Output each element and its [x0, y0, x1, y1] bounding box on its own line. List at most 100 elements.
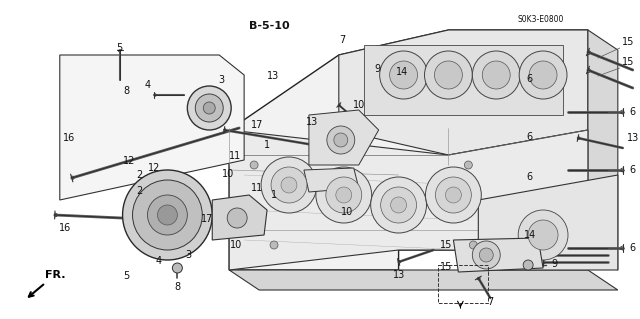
Text: 13: 13 [392, 270, 404, 280]
Circle shape [381, 187, 417, 223]
Circle shape [426, 167, 481, 223]
Text: 13: 13 [307, 117, 319, 127]
Text: 13: 13 [627, 133, 639, 143]
Circle shape [529, 61, 557, 89]
Circle shape [336, 187, 352, 203]
Polygon shape [229, 130, 588, 270]
Polygon shape [304, 168, 359, 192]
Text: 15: 15 [440, 262, 452, 272]
Circle shape [334, 133, 348, 147]
Text: 6: 6 [526, 74, 532, 84]
Circle shape [270, 241, 278, 249]
Text: 4: 4 [155, 256, 161, 266]
Text: 6: 6 [526, 172, 532, 182]
Circle shape [172, 263, 182, 273]
Text: 1: 1 [271, 190, 277, 200]
Text: 11: 11 [251, 183, 263, 193]
Circle shape [528, 220, 558, 250]
Circle shape [472, 241, 500, 269]
Text: 15: 15 [621, 37, 634, 47]
Text: 11: 11 [228, 151, 241, 161]
Circle shape [327, 126, 355, 154]
Circle shape [132, 180, 202, 250]
Text: 3: 3 [186, 249, 192, 260]
Text: 12: 12 [148, 163, 161, 173]
Text: 5: 5 [116, 43, 123, 53]
Circle shape [390, 197, 406, 213]
Circle shape [518, 210, 568, 260]
Circle shape [465, 161, 472, 169]
Text: 7: 7 [339, 35, 346, 45]
Text: 14: 14 [524, 230, 536, 240]
Text: 17: 17 [201, 214, 214, 225]
Text: B-5-10: B-5-10 [249, 21, 289, 31]
Circle shape [261, 157, 317, 213]
Text: 10: 10 [353, 100, 365, 110]
Text: 6: 6 [630, 107, 636, 117]
Circle shape [424, 51, 472, 99]
Text: 17: 17 [251, 120, 263, 130]
Circle shape [445, 187, 461, 203]
Text: 2: 2 [136, 170, 143, 180]
Polygon shape [588, 30, 618, 270]
Circle shape [188, 86, 231, 130]
Circle shape [271, 167, 307, 203]
Text: 8: 8 [124, 86, 129, 96]
Text: 10: 10 [230, 240, 242, 250]
Text: 16: 16 [59, 223, 71, 233]
Circle shape [204, 102, 215, 114]
Polygon shape [229, 270, 618, 290]
Circle shape [469, 241, 477, 249]
Text: 12: 12 [123, 156, 135, 166]
Circle shape [326, 177, 362, 213]
Circle shape [472, 51, 520, 99]
Polygon shape [60, 55, 244, 200]
Text: 14: 14 [396, 67, 408, 77]
Text: FR.: FR. [29, 270, 65, 297]
Circle shape [390, 61, 417, 89]
Text: 16: 16 [63, 133, 75, 143]
Circle shape [523, 260, 533, 270]
Circle shape [371, 177, 426, 233]
Circle shape [195, 94, 223, 122]
Text: 7: 7 [487, 297, 493, 307]
Text: 8: 8 [174, 282, 180, 292]
Circle shape [316, 167, 372, 223]
Text: 6: 6 [526, 132, 532, 142]
Text: 6: 6 [630, 243, 636, 253]
Text: 5: 5 [123, 271, 129, 281]
Circle shape [479, 248, 493, 262]
Circle shape [380, 51, 428, 99]
Text: 2: 2 [136, 186, 142, 196]
Circle shape [123, 170, 212, 260]
Circle shape [281, 177, 297, 193]
Circle shape [435, 61, 462, 89]
Polygon shape [229, 30, 588, 270]
Polygon shape [309, 110, 379, 165]
Circle shape [519, 51, 567, 99]
Circle shape [227, 208, 247, 228]
Text: 15: 15 [621, 57, 634, 67]
Bar [438, 265, 488, 303]
Circle shape [147, 195, 188, 235]
Circle shape [157, 205, 177, 225]
Circle shape [435, 177, 471, 213]
Circle shape [250, 161, 258, 169]
Text: 1: 1 [264, 140, 269, 150]
Polygon shape [478, 175, 618, 270]
Text: 3: 3 [218, 75, 224, 85]
Text: 10: 10 [340, 207, 353, 217]
Text: 9: 9 [374, 63, 381, 74]
Text: 13: 13 [267, 71, 279, 81]
Text: S0K3-E0800: S0K3-E0800 [518, 15, 564, 24]
Text: 15: 15 [440, 240, 452, 250]
Circle shape [483, 61, 510, 89]
Text: 10: 10 [222, 169, 234, 179]
Polygon shape [453, 238, 543, 272]
Text: 9: 9 [551, 259, 557, 269]
Polygon shape [339, 30, 588, 155]
Polygon shape [212, 195, 267, 240]
Polygon shape [364, 45, 563, 115]
Text: 6: 6 [630, 165, 636, 175]
Text: 4: 4 [145, 80, 150, 90]
